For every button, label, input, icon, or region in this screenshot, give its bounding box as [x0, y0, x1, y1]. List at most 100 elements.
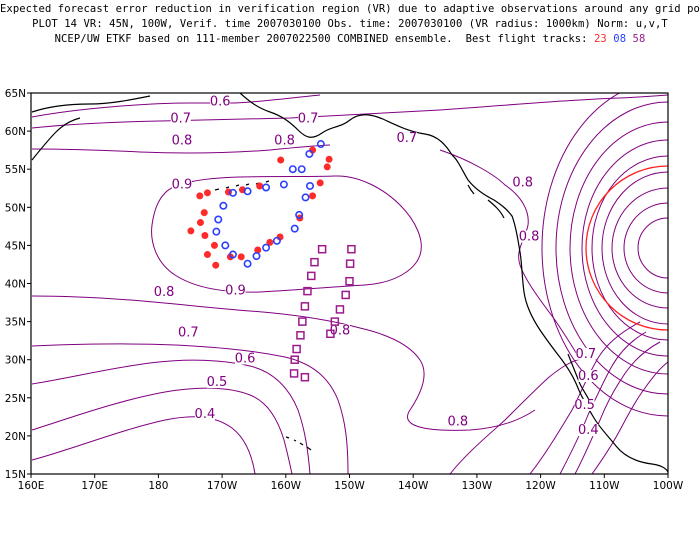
- lat-tick-label: 25N: [5, 393, 26, 405]
- track-58-point: [292, 344, 301, 354]
- aleutian-islands: [214, 180, 270, 191]
- track-08-point: [219, 201, 228, 210]
- contour-label: 0.8: [154, 285, 175, 300]
- contour-label-bg: [274, 134, 295, 147]
- island-vancouver: [487, 199, 505, 219]
- lon-tick-label: 140W: [398, 480, 429, 492]
- lat-tick-label: 35N: [5, 317, 26, 329]
- lon-tick-label: 170E: [81, 480, 108, 492]
- track-58-label: 58: [632, 33, 646, 45]
- track-08-point: [297, 165, 306, 174]
- contour-line-0.8-top: [31, 144, 331, 154]
- contour-label-bg: [298, 112, 319, 125]
- contour-label: 0.6: [210, 95, 231, 110]
- contour-label-bg: [225, 284, 246, 297]
- track-08-point: [262, 183, 271, 192]
- track-58-point: [345, 259, 355, 268]
- lon-tick-label: 120W: [525, 480, 556, 492]
- track-08-point: [288, 165, 297, 174]
- track-23-point: [325, 155, 333, 163]
- lat-tick-label: 50N: [5, 202, 26, 214]
- contour-line-0.8-east: [449, 357, 586, 474]
- contour-label: 0.6: [578, 369, 599, 384]
- contour-label-bg: [396, 132, 417, 145]
- track-58-point: [326, 329, 335, 339]
- track-08-point: [295, 210, 304, 219]
- track-58-point: [300, 372, 310, 382]
- track-23-label: 23: [594, 33, 607, 45]
- contour-label: 0.7: [575, 347, 596, 362]
- track-08-point: [243, 259, 252, 268]
- track-58-point: [347, 244, 356, 254]
- contour-label-bg: [154, 286, 175, 299]
- lon-tick-label: 130W: [462, 480, 493, 492]
- contour-label: 0.7: [298, 111, 319, 126]
- contour-label: 0.4: [578, 423, 599, 438]
- track-23-point: [212, 261, 220, 269]
- lon-tick-label: 180: [148, 480, 168, 492]
- track-23-point: [200, 209, 208, 217]
- track-23-point: [254, 246, 262, 254]
- track-23-point: [210, 241, 218, 249]
- track-08-point: [228, 188, 237, 197]
- track-58-point: [310, 257, 319, 267]
- track-08-point: [252, 252, 261, 261]
- contour-label: 0.8: [512, 175, 533, 190]
- contour-line-0.8-right: [439, 149, 581, 361]
- track-58-point: [330, 317, 340, 326]
- track-58-point: [345, 276, 354, 286]
- track-58-point: [317, 244, 327, 254]
- contour-label: 0.5: [207, 375, 228, 390]
- flight-tracks: [187, 140, 356, 382]
- coastline: [31, 93, 668, 473]
- contour-label-bg: [512, 176, 533, 189]
- contour-label-bg: [519, 230, 540, 243]
- plot-frame: [30, 92, 669, 475]
- track-08-point: [279, 180, 288, 189]
- contour-label-bg: [171, 178, 192, 191]
- contour-field: [31, 93, 668, 474]
- contour-label: 0.5: [574, 398, 595, 413]
- lat-tick-label: 55N: [5, 164, 26, 176]
- contour-labels: 0.60.70.8 0.80.70.70.80.80.90.90.80.80.70…: [154, 95, 599, 438]
- track-23-point: [203, 251, 211, 259]
- contour-line-0.7-lower: [31, 343, 349, 474]
- track-23-point: [237, 253, 245, 261]
- lon-tick-label: 110W: [589, 480, 620, 492]
- track-58-point: [303, 286, 312, 296]
- track-58-point: [290, 355, 299, 364]
- track-23-point: [256, 182, 264, 190]
- contour-label-bg: [170, 112, 191, 125]
- track-08-point: [243, 187, 252, 196]
- contour-label: 0.9: [225, 284, 246, 299]
- contour-label-bg: [178, 326, 199, 339]
- track-23-point: [201, 231, 209, 239]
- contour-label: 0.8: [330, 323, 351, 338]
- lat-tick-label: 20N: [5, 431, 26, 443]
- lat-tick-label: 40N: [5, 279, 26, 291]
- track-23-point: [196, 192, 204, 200]
- lat-tick-label: 60N: [5, 126, 26, 138]
- contour-label-bg: [194, 408, 215, 421]
- contour-label-bg: [575, 347, 596, 360]
- lon-tick-label: 170W: [207, 480, 238, 492]
- track-08-point: [221, 241, 230, 250]
- lat-tick-label: 45N: [5, 240, 26, 252]
- lon-tick-label: 160E: [18, 480, 45, 492]
- title-line-1: Expected forecast error reduction in ver…: [0, 3, 700, 15]
- contour-label: 0.4: [195, 407, 216, 422]
- contour-label: 0.8: [274, 134, 295, 149]
- contour-label: 0.6: [235, 351, 256, 366]
- contour-label-bg: [578, 424, 599, 437]
- vr-ring-contours: [541, 93, 668, 417]
- lat-tick-label: 65N: [5, 88, 26, 100]
- track-08-point: [290, 224, 299, 233]
- contour-label: 0.8: [447, 415, 468, 430]
- title-line-3-text: NCEP/UW ETKF based on 111-member 2007022…: [54, 33, 595, 45]
- track-08-point: [214, 215, 223, 224]
- track-08-point: [228, 250, 237, 259]
- track-23-point: [309, 192, 317, 200]
- track-23-point: [196, 219, 204, 227]
- contour-label-bg: [210, 95, 231, 108]
